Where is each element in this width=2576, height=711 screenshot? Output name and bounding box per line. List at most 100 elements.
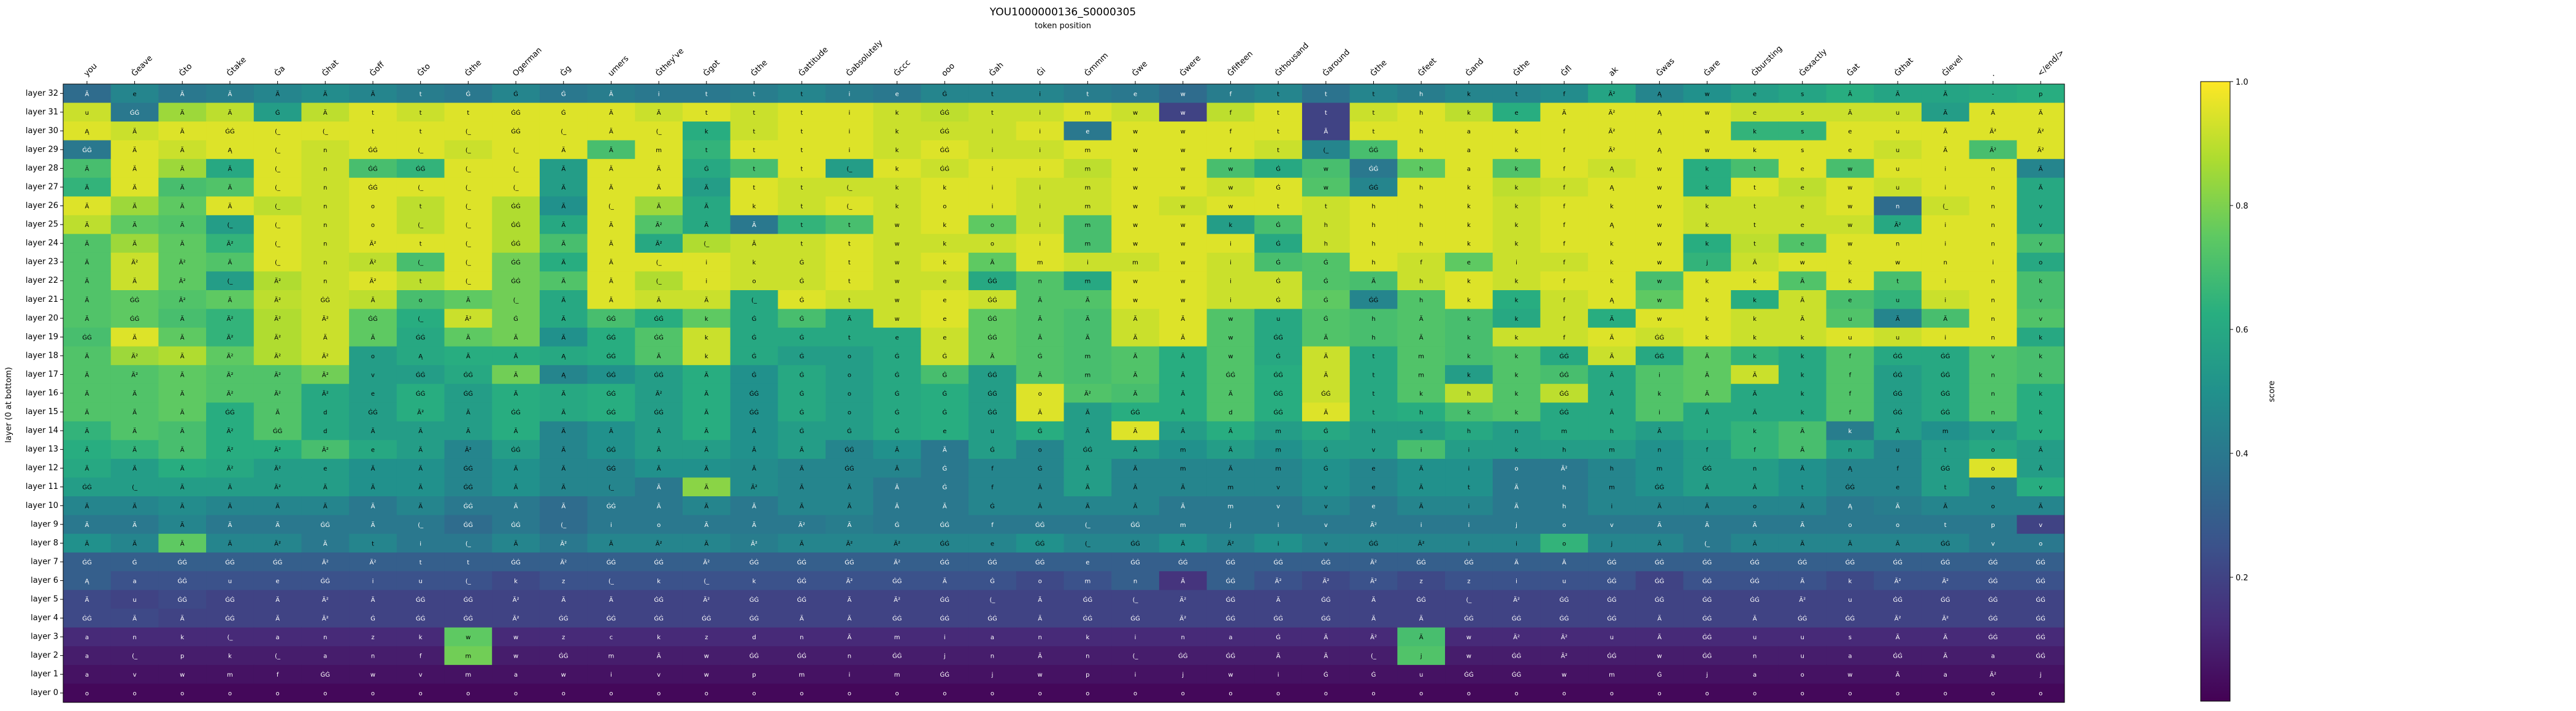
cell-label: Ä: [466, 333, 470, 341]
cell-label: m: [1228, 503, 1234, 510]
heatmap-cell: [396, 234, 445, 253]
cell-label: v: [1610, 522, 1614, 529]
cell-label: w: [894, 297, 899, 304]
cell-label: i: [1039, 166, 1041, 172]
heatmap-cell: [1540, 290, 1589, 310]
heatmap-cell: [1397, 215, 1446, 234]
heatmap-cell: [921, 121, 969, 141]
cell-label: z: [705, 634, 708, 641]
cell-label: i: [944, 634, 946, 641]
cell-label: ĠĠ: [1655, 333, 1665, 341]
cell-label: k: [180, 634, 184, 641]
cell-label: Ä: [561, 409, 565, 417]
cell-label: Ä: [847, 633, 851, 641]
heatmap-cell: [1683, 177, 1731, 197]
cell-label: Ä: [991, 258, 995, 266]
cell-label: Ä: [466, 296, 470, 304]
heatmap-cell: [968, 159, 1017, 179]
cell-label: Ġ: [752, 315, 757, 323]
cell-label: f: [991, 466, 994, 472]
cell-label: t: [800, 185, 803, 191]
heatmap-cell: [682, 215, 731, 234]
cell-label: m: [1418, 372, 1424, 379]
heatmap-cell: [492, 290, 540, 310]
cell-label: ĠĠ: [1369, 164, 1379, 172]
heatmap-cell: [1254, 365, 1303, 385]
cell-label: i: [1468, 522, 1470, 529]
heatmap-cell: [539, 421, 588, 440]
cell-label: m: [1418, 353, 1424, 360]
cell-label: Ä: [1229, 427, 1233, 435]
cell-label: Ä: [800, 615, 804, 623]
heatmap-cell: [206, 140, 255, 159]
cell-label: Ä: [1371, 596, 1376, 604]
cell-label: n: [323, 259, 327, 266]
cell-label: ĠĠ: [940, 558, 950, 566]
cell-label: Ġ: [990, 502, 995, 510]
cell-label: Ä: [1753, 371, 1757, 379]
cell-label: k: [1515, 391, 1519, 398]
heatmap-cell: [921, 290, 969, 310]
cell-label: k: [1229, 222, 1233, 229]
cell-label: Ä: [275, 90, 280, 98]
x-tick-labels: you Ġeave Ġto Ġtake Ġa Ġhat Ġoff Ġto Ġthe Ogerman…: [82, 37, 2066, 84]
cell-label: h: [1371, 316, 1375, 323]
cell-label: k: [1848, 259, 1852, 266]
y-tick-label: layer 5: [31, 595, 58, 604]
heatmap-cell: [587, 177, 635, 197]
cell-label: Ä: [466, 352, 470, 360]
heatmap-cell: [206, 421, 255, 440]
heatmap-cell: [1588, 234, 1636, 253]
cell-label: i: [610, 522, 612, 529]
cell-label: Ġ: [895, 390, 900, 398]
cell-label: Ġ: [799, 315, 804, 323]
cell-label: Ä: [657, 427, 661, 435]
cell-label: Ä: [847, 483, 851, 491]
cell-label: t: [372, 110, 374, 117]
cell-label: e: [1896, 485, 1899, 491]
cell-label: i: [848, 147, 850, 154]
cell-label: Ä²: [226, 371, 233, 379]
colorbar: [2200, 81, 2231, 702]
cell-label: m: [1180, 466, 1186, 472]
cell-label: Ä²: [1275, 577, 1282, 585]
cell-label: ĠĠ: [1035, 539, 1045, 547]
cell-label: k: [1515, 204, 1519, 210]
cell-label: Ä: [418, 483, 423, 491]
cell-label: Ġ: [895, 371, 900, 379]
cell-label: w: [1133, 241, 1138, 248]
cell-label: Ä: [1657, 521, 1662, 529]
cell-label: Ä: [1657, 633, 1662, 641]
heatmap-cell: [492, 234, 540, 253]
cell-label: Ä: [800, 502, 804, 510]
cell-label: k: [943, 222, 946, 229]
cell-label: w: [1800, 259, 1805, 266]
heatmap-cell: [158, 215, 207, 234]
cell-label: ĠĠ: [1893, 390, 1903, 398]
cell-label: v: [1991, 540, 1995, 547]
heatmap-cell: [1445, 365, 1493, 385]
heatmap-cell: [1397, 309, 1446, 328]
cell-label: ĠĠ: [416, 390, 426, 398]
heatmap-cell: [1826, 84, 1874, 104]
cell-label: ĠĠ: [511, 277, 521, 285]
heatmap-cell: [1635, 402, 1684, 422]
heatmap-cell: [2017, 271, 2065, 291]
cell-label: i: [1944, 241, 1946, 248]
cell-label: t: [1373, 110, 1375, 117]
cell-label: Ä: [85, 296, 89, 304]
cell-label: Ä²: [226, 333, 233, 341]
heatmap-cell: [1016, 196, 1064, 216]
cell-label: Ä²: [560, 558, 567, 566]
cell-label: o: [276, 691, 280, 698]
cell-label: o: [562, 691, 565, 698]
heatmap-cell: [539, 215, 588, 234]
cell-label: Ä: [1371, 277, 1376, 285]
cell-label: o: [419, 691, 423, 698]
cell-label: Ä: [1705, 352, 1709, 360]
heatmap-cell: [253, 290, 302, 310]
cell-label: o: [609, 691, 613, 698]
heatmap-cell: [1397, 271, 1446, 291]
cell-label: Ä: [752, 427, 756, 435]
heatmap-cell: [1159, 271, 1208, 291]
